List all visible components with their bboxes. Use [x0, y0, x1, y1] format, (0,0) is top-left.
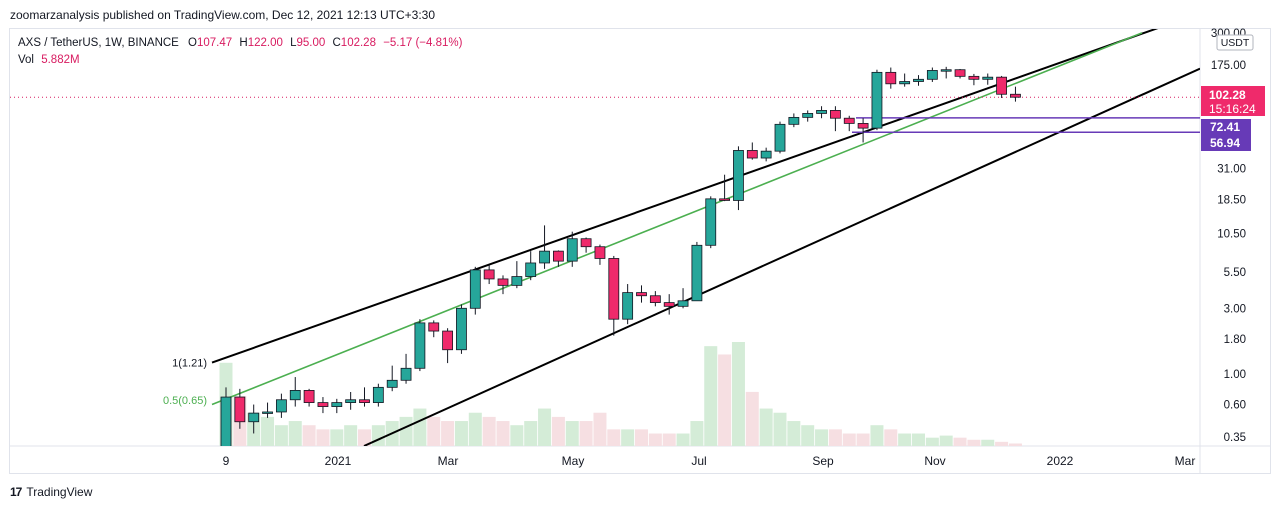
legend-vol: 5.882M: [41, 54, 80, 66]
legend-close-label: C: [332, 37, 341, 49]
legend-vol-label: Vol: [18, 54, 34, 66]
chart-frame[interactable]: [9, 28, 1271, 474]
tradingview-brand: TradingView: [26, 485, 93, 499]
legend-open-label: O: [188, 37, 197, 49]
legend-high-label: H: [239, 37, 248, 49]
legend-high: 122.00: [247, 37, 283, 49]
legend-open: 107.47: [197, 37, 233, 49]
tradingview-logo-icon: 17: [10, 485, 22, 499]
legend-close: 102.28: [340, 37, 376, 49]
legend-ohlc-row: AXS / TetherUS, 1W, BINANCE O107.47 H122…: [18, 35, 462, 52]
chart-legend: AXS / TetherUS, 1W, BINANCE O107.47 H122…: [18, 35, 462, 69]
publisher-line: zoomarzanalysis published on TradingView…: [10, 8, 436, 22]
legend-symbol: AXS / TetherUS, 1W, BINANCE: [18, 37, 179, 49]
footer: 17 TradingView: [10, 485, 92, 499]
legend-low: 95.00: [296, 37, 326, 49]
legend-volume-row: Vol 5.882M: [18, 52, 462, 69]
legend-change: −5.17 (−4.81%): [383, 37, 463, 49]
